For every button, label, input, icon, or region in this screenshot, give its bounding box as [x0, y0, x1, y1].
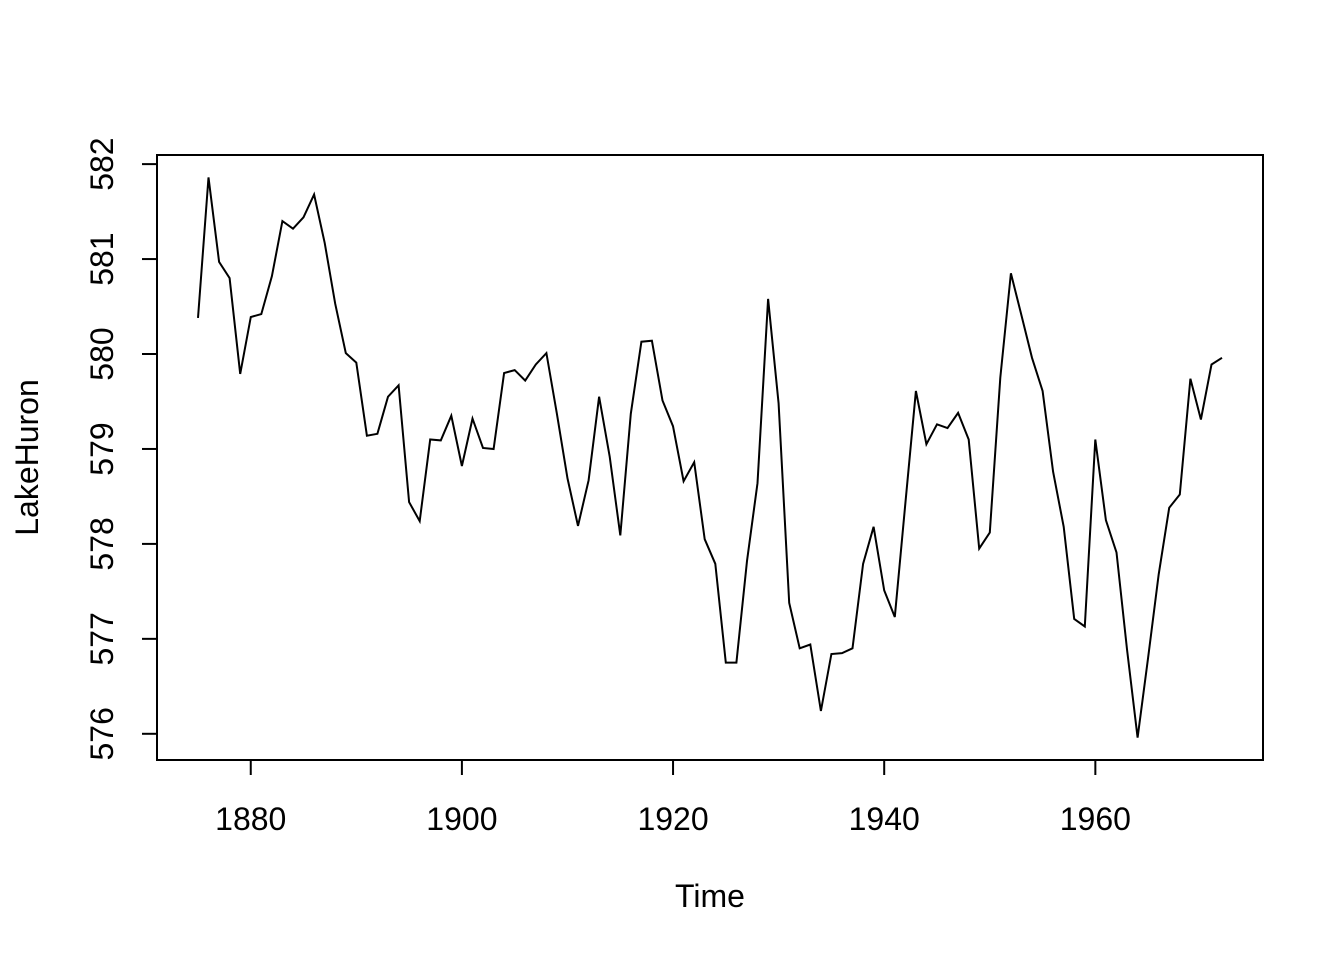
x-axis-ticks: 1880 1900 1920 1940 1960	[215, 760, 1131, 837]
x-tick-label: 1920	[637, 801, 708, 837]
x-tick-label: 1940	[849, 801, 920, 837]
y-tick-label: 578	[84, 517, 120, 570]
x-axis-title: Time	[675, 878, 745, 914]
x-tick-label: 1880	[215, 801, 286, 837]
y-tick-label: 581	[84, 232, 120, 285]
y-axis-title: LakeHuron	[9, 379, 45, 536]
plot-border	[156, 154, 1264, 761]
x-tick-label: 1960	[1060, 801, 1131, 837]
y-tick-label: 579	[84, 422, 120, 475]
y-tick-label: 577	[84, 612, 120, 665]
y-tick-label: 576	[84, 707, 120, 760]
y-tick-label: 580	[84, 327, 120, 380]
lakehuron-series-line	[197, 177, 1223, 738]
y-axis-ticks: 576 577 578 579 580 581 582	[84, 137, 157, 760]
x-tick-label: 1900	[426, 801, 497, 837]
y-tick-label: 582	[84, 137, 120, 190]
